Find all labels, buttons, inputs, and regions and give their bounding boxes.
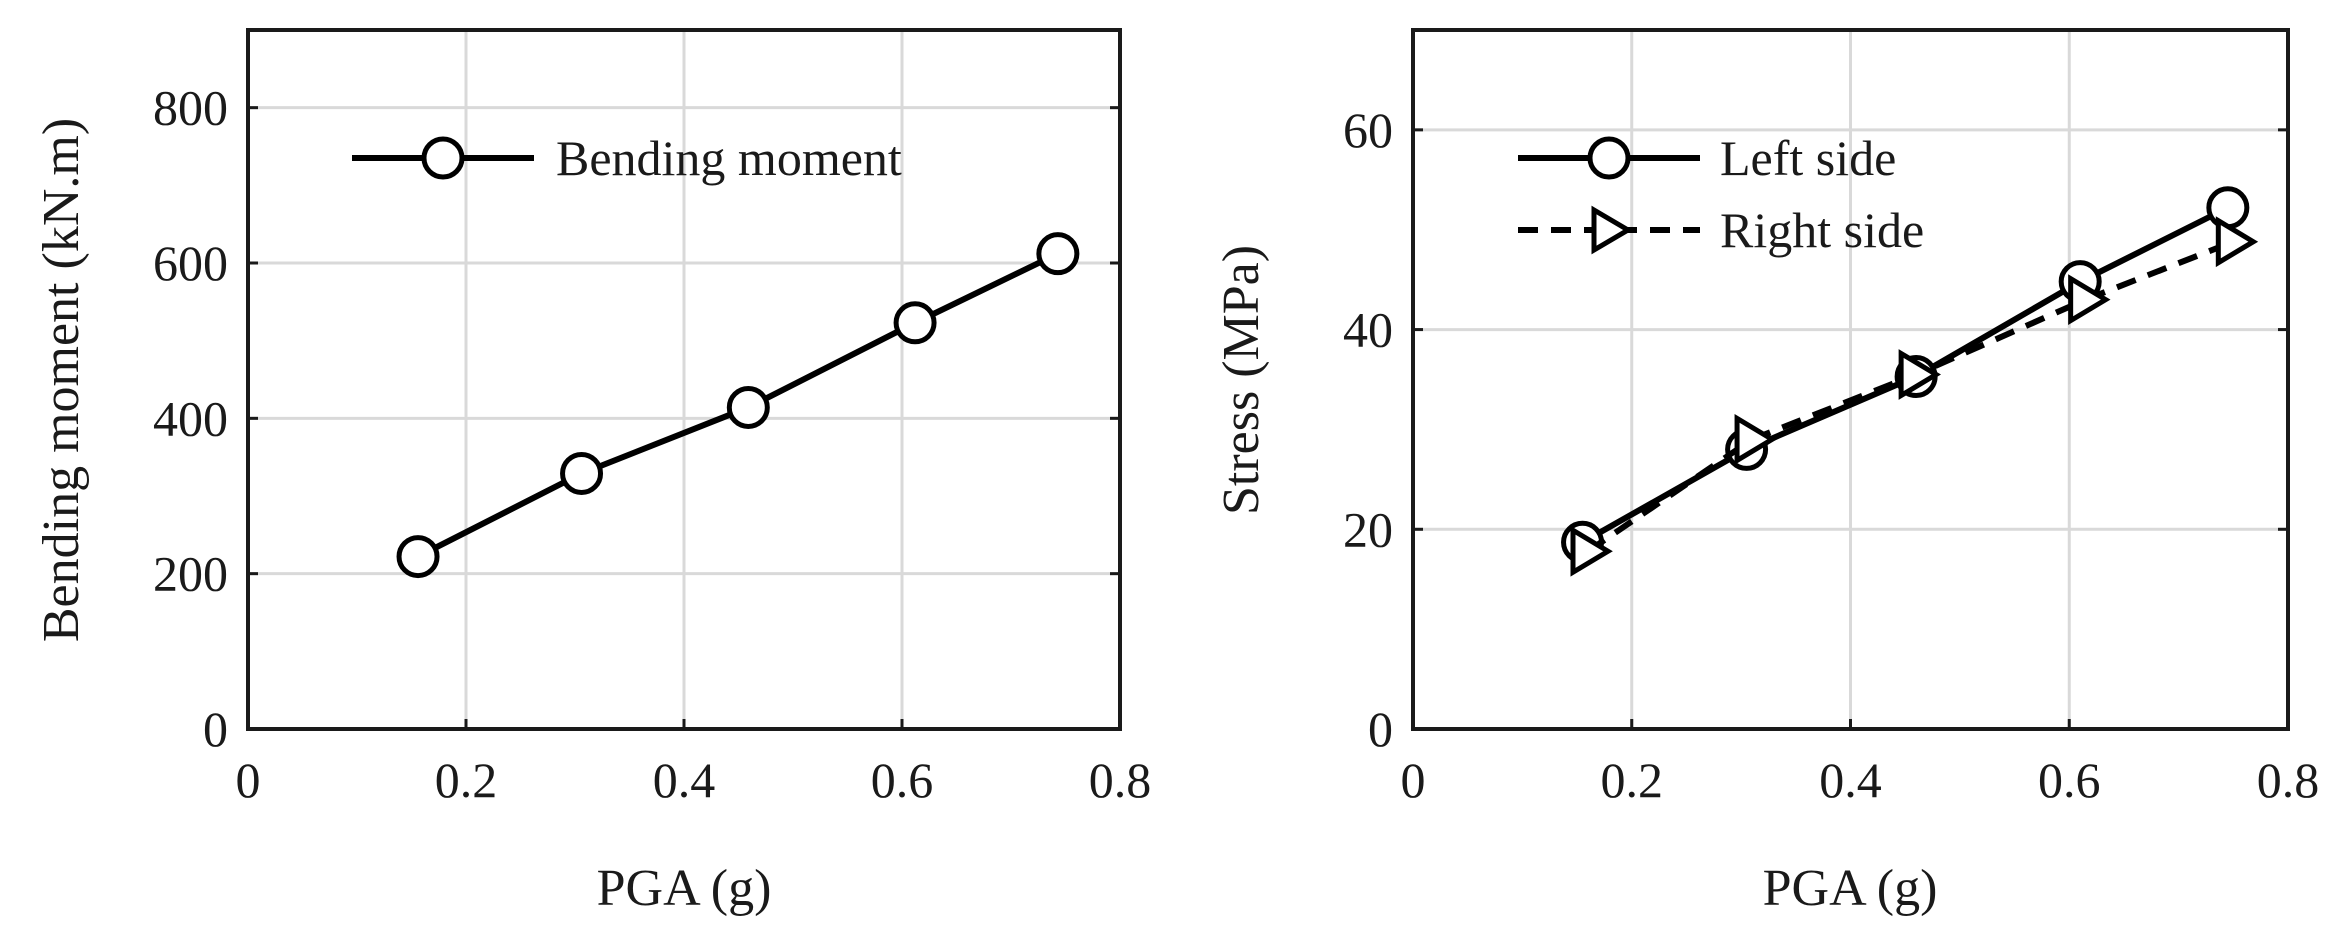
stress-x-tick-label: 0 <box>1401 752 1426 808</box>
stress-ticks: 0 0.2 0.4 0.6 0.8 0 20 40 60 <box>1343 102 2319 808</box>
data-point-bending-moment <box>726 385 770 429</box>
stress-series <box>1561 186 2259 577</box>
stress-chart: 0 0.2 0.4 0.6 0.8 0 20 40 60 PGA (g) Stress (MPa… <box>1213 28 2319 917</box>
bending-moment-x-axis-label: PGA (g) <box>597 860 772 917</box>
stress-legend: Left side Right side <box>1518 130 1924 258</box>
bending-moment-x-tick-label: 0.8 <box>1089 752 1152 808</box>
bending-moment-y-axis-label: Bending moment (kN.m) <box>33 118 90 642</box>
stress-y-tick-label: 60 <box>1343 102 1393 158</box>
data-point-right-side <box>1570 525 1613 577</box>
data-point-bending-moment <box>893 301 937 345</box>
stress-x-tick-label: 0.4 <box>1819 752 1882 808</box>
bending-moment-grid <box>248 30 1120 729</box>
bending-moment-y-tick-label: 600 <box>153 235 228 291</box>
legend-label-left-side: Left side <box>1720 130 1896 186</box>
data-point-bending-moment <box>560 451 604 495</box>
stress-y-tick-label: 20 <box>1343 501 1393 557</box>
bending-moment-y-tick-label: 0 <box>203 701 228 757</box>
data-point-left-side <box>2206 186 2250 230</box>
stress-x-tick-label: 0.6 <box>2038 752 2101 808</box>
data-point-right-side <box>1734 413 1777 465</box>
bending-moment-ticks: 0 0.2 0.4 0.6 0.8 0 200 400 600 800 <box>153 80 1151 808</box>
bending-moment-y-tick-label: 400 <box>153 390 228 446</box>
bending-moment-y-tick-label: 200 <box>153 546 228 602</box>
data-point-bending-moment <box>396 535 440 579</box>
stress-y-tick-label: 0 <box>1368 701 1393 757</box>
bending-moment-x-tick-label: 0 <box>236 752 261 808</box>
legend-marker-left-side <box>1587 136 1631 180</box>
bending-moment-x-tick-label: 0.4 <box>653 752 716 808</box>
data-point-right-side <box>2215 216 2259 268</box>
legend-marker-bending-moment <box>421 136 465 180</box>
stress-grid <box>1413 30 2288 729</box>
data-point-right-side <box>1898 349 1941 400</box>
stress-x-tick-label: 0.8 <box>2257 752 2320 808</box>
bending-moment-x-tick-label: 0.2 <box>435 752 498 808</box>
bending-moment-chart: 0 0.2 0.4 0.6 0.8 0 200 400 600 800 PGA (g) Bendi… <box>33 28 1151 917</box>
data-point-right-side <box>2068 274 2111 326</box>
legend-label-right-side: Right side <box>1720 202 1924 258</box>
bending-moment-x-tick-label: 0.6 <box>871 752 934 808</box>
stress-x-axis-label: PGA (g) <box>1763 860 1938 917</box>
stress-x-tick-label: 0.2 <box>1601 752 1664 808</box>
data-point-bending-moment <box>1036 232 1080 276</box>
legend-label-bending-moment: Bending moment <box>556 130 902 186</box>
stress-y-tick-label: 40 <box>1343 302 1393 358</box>
bending-moment-legend: Bending moment <box>352 130 902 186</box>
legend-marker-right-side <box>1591 205 1633 255</box>
bending-moment-y-tick-label: 800 <box>153 80 228 136</box>
bending-moment-series <box>396 232 1080 579</box>
stress-y-axis-label: Stress (MPa) <box>1213 245 1270 515</box>
